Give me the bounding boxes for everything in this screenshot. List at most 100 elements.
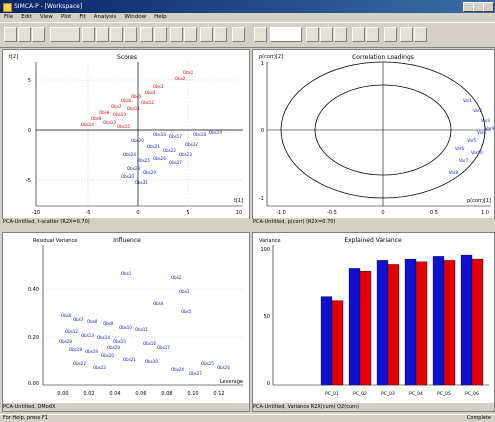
fit-icon[interactable] [82, 27, 95, 42]
menu-file[interactable]: File [4, 14, 14, 20]
svg-text:Var3: Var3 [481, 118, 491, 123]
selection-field[interactable] [270, 27, 302, 42]
arrow-icon[interactable] [232, 27, 245, 42]
scores-xtick: -10 [32, 210, 40, 216]
svg-text:Obs26: Obs26 [153, 156, 166, 161]
svg-text:Obs10: Obs10 [119, 325, 132, 330]
residual-title: Residual Variance [33, 238, 77, 244]
label-icon[interactable] [154, 27, 167, 42]
scores-pane[interactable]: t[2] Scores -10 -5 0 5 10 5 0 -5 t[1] [2, 49, 250, 226]
svg-text:Obs18: Obs18 [69, 347, 82, 352]
color-icon[interactable] [254, 27, 267, 42]
residual-xtick: 0.12 [213, 391, 224, 397]
svg-text:Obs13: Obs13 [103, 120, 116, 125]
explained-ytick: 100 [260, 247, 270, 253]
save-icon[interactable] [32, 27, 45, 42]
bar-r2x-pc_03[interactable] [376, 260, 389, 386]
line-icon[interactable] [334, 27, 347, 42]
close-button[interactable] [483, 2, 494, 12]
scores-icon[interactable] [110, 27, 123, 42]
open-icon[interactable] [18, 27, 31, 42]
scores-plot[interactable]: t[2] Scores -10 -5 0 5 10 5 0 -5 t[1] [3, 50, 249, 218]
explained-category-label: PC_06 [465, 391, 479, 397]
workset-button[interactable] [50, 27, 80, 42]
svg-text:Obs21: Obs21 [147, 144, 160, 149]
svg-text:Var1: Var1 [463, 98, 473, 103]
menu-window[interactable]: Window [124, 14, 147, 20]
explained-category-label: PC_04 [409, 391, 423, 397]
bar-r2x-pc_05[interactable] [432, 256, 445, 386]
bar-q2-pc_03[interactable] [387, 264, 400, 386]
menu-analysis[interactable]: Analysis [93, 14, 117, 20]
svg-text:Obs23: Obs23 [179, 152, 192, 157]
bar-r2x-pc_04[interactable] [404, 258, 417, 386]
title-bar[interactable]: SIMCA-P - [Workspace] [0, 0, 495, 13]
loadings-icon[interactable] [124, 27, 137, 42]
svg-text:Obs27: Obs27 [189, 371, 202, 376]
menu-edit[interactable]: Edit [21, 14, 32, 20]
svg-text:Obs14: Obs14 [81, 122, 94, 127]
svg-text:Obs22: Obs22 [163, 148, 176, 153]
bar-r2x-pc_02[interactable] [348, 268, 361, 386]
scores-title: Scores [117, 54, 137, 61]
bar-q2-pc_06[interactable] [471, 258, 484, 386]
explained-status: PCA-Untitled, Variance R2X(cum) Q2(cum) [253, 403, 494, 411]
explained-ytick: 50 [264, 314, 270, 320]
svg-text:Obs9: Obs9 [103, 321, 114, 326]
table-icon[interactable] [214, 27, 227, 42]
explained-variance-chart[interactable]: Variance Explained Variance 100 50 0 PC_… [253, 233, 494, 403]
residual-xtick: 0.08 [161, 391, 172, 397]
scores-xtick: 0 [136, 210, 139, 216]
svg-text:Obs22: Obs22 [73, 361, 86, 366]
bar-chart-icon[interactable] [306, 27, 319, 42]
help-icon[interactable] [384, 27, 397, 42]
residual-pane[interactable]: Residual Variance Influence 0.00 0.02 0.… [2, 232, 250, 412]
bar-q2-pc_04[interactable] [415, 261, 428, 386]
menu-bar: File Edit View Plot Fit Analysis Window Help [0, 13, 495, 22]
spectrum-icon[interactable] [366, 27, 379, 42]
svg-text:Var6: Var6 [455, 146, 465, 151]
svg-text:Obs27: Obs27 [169, 160, 182, 165]
svg-text:Var7: Var7 [459, 158, 469, 163]
svg-text:Obs28: Obs28 [59, 339, 72, 344]
svg-text:Obs32: Obs32 [185, 142, 198, 147]
new-icon[interactable] [4, 27, 17, 42]
svg-text:Obs2: Obs2 [171, 275, 182, 280]
list-icon[interactable] [184, 27, 197, 42]
bar-r2x-pc_01[interactable] [320, 296, 333, 386]
menu-view[interactable]: View [39, 14, 53, 20]
bar-r2x-pc_06[interactable] [460, 254, 473, 386]
loadings-status: PCA-Untitled, p(corr) (R2X=0.70) [253, 218, 494, 226]
zoom-icon[interactable] [140, 27, 153, 42]
loadings-xtick: -1.0 [276, 210, 286, 216]
bar-q2-pc_05[interactable] [443, 260, 456, 386]
loadings-xaxis-label: p(corr)[1] [467, 198, 491, 204]
print-icon[interactable] [400, 27, 413, 42]
svg-text:Obs15: Obs15 [117, 124, 130, 129]
svg-text:Obs3: Obs3 [153, 84, 164, 89]
menu-plot[interactable]: Plot [60, 14, 72, 20]
bar-q2-pc_01[interactable] [331, 300, 344, 386]
menu-fit[interactable]: Fit [79, 14, 86, 20]
contribution-icon[interactable] [352, 27, 365, 42]
menu-help[interactable]: Help [154, 14, 167, 20]
residual-plot[interactable]: Residual Variance Influence 0.00 0.02 0.… [3, 233, 249, 403]
loadings-pane[interactable]: p(corr)[2] Correlation Loadings -1.0 -0.… [252, 49, 495, 226]
grid-icon[interactable] [200, 27, 213, 42]
residual-xtick: 0.02 [83, 391, 94, 397]
explained-category-label: PC_02 [353, 391, 367, 397]
loadings-ytick: 0 [261, 128, 264, 134]
loadings-plot[interactable]: p(corr)[2] Correlation Loadings -1.0 -0.… [253, 50, 494, 218]
autofit-icon[interactable] [96, 27, 109, 42]
svg-text:Obs30: Obs30 [145, 359, 158, 364]
scores-xtick: 5 [186, 210, 189, 216]
scores-corner-label: t[2] [9, 54, 18, 60]
explained-pane[interactable]: Variance Explained Variance 100 50 0 PC_… [252, 232, 495, 412]
select-icon[interactable] [170, 27, 183, 42]
copy-icon[interactable] [414, 27, 427, 42]
svg-text:Obs11: Obs11 [135, 327, 148, 332]
scatter-icon[interactable] [320, 27, 333, 42]
bar-q2-pc_02[interactable] [359, 270, 372, 386]
